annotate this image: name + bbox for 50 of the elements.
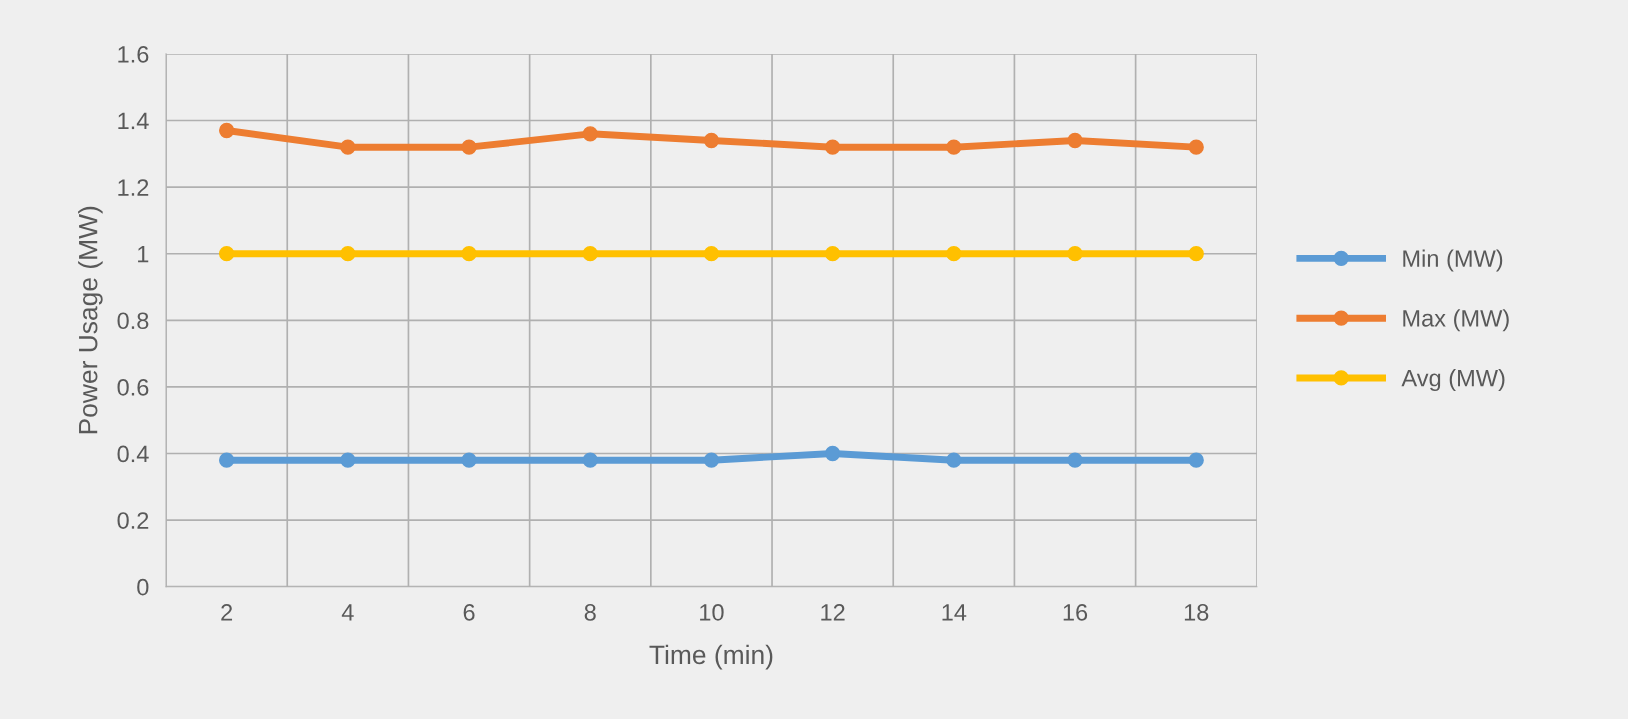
x-tick-label: 16 <box>1063 603 1088 621</box>
point <box>703 246 720 262</box>
point <box>946 139 962 155</box>
y-tick-label: 1.6 <box>118 45 149 63</box>
x-tick-label: 2 <box>221 603 233 621</box>
y-tick-label: 1.4 <box>118 112 149 130</box>
point <box>824 445 841 462</box>
point <box>219 246 235 262</box>
point <box>946 452 962 468</box>
point <box>582 452 598 468</box>
point <box>946 246 962 262</box>
y-tick-label: 0 <box>137 578 149 596</box>
point <box>461 246 477 262</box>
point <box>1188 452 1204 468</box>
point <box>582 246 598 262</box>
point <box>461 139 477 155</box>
point <box>340 246 356 262</box>
point <box>1067 132 1083 149</box>
y-tick-label: 0.8 <box>117 312 149 330</box>
point <box>582 126 598 142</box>
point <box>1067 246 1083 262</box>
y-tick-label: 1 <box>138 246 149 263</box>
y-axis-title: Power Usage (MW) <box>78 206 103 434</box>
x-tick-label: 8 <box>584 603 596 621</box>
y-tick-label: 1.2 <box>118 179 149 196</box>
point <box>824 139 841 155</box>
x-tick-label: 14 <box>942 604 967 621</box>
legend-label: Max (MW) <box>1403 309 1509 332</box>
point <box>824 246 841 262</box>
point <box>703 452 720 468</box>
legend-label: Avg (MW) <box>1401 369 1505 392</box>
y-tick-label: 0.2 <box>117 512 149 529</box>
point <box>1067 452 1083 468</box>
point <box>219 122 235 139</box>
point <box>219 452 235 468</box>
x-tick-label: 18 <box>1184 603 1209 621</box>
x-tick-label: 6 <box>463 603 475 621</box>
point <box>703 132 720 149</box>
point <box>1188 246 1204 262</box>
x-tick-label: 10 <box>700 603 724 621</box>
legend-label: Min (MW) <box>1403 249 1503 272</box>
point <box>340 139 356 155</box>
point <box>340 452 356 468</box>
y-tick-label: 0.4 <box>117 445 149 463</box>
x-axis-title: Time (min) <box>649 644 773 670</box>
x-tick-label: 4 <box>341 604 354 621</box>
point <box>1188 139 1204 155</box>
x-tick-label: 12 <box>821 603 845 621</box>
point <box>461 452 477 468</box>
y-tick-label: 0.6 <box>117 378 149 396</box>
